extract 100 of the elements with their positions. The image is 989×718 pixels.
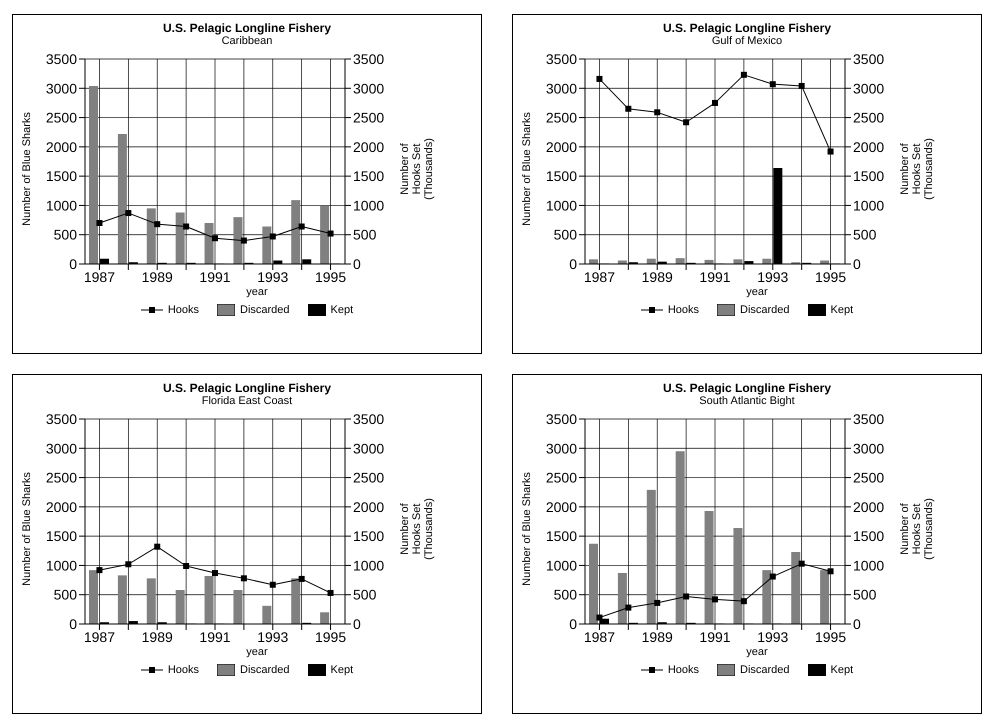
chart-subtitle: South Atlantic Bight [698, 395, 796, 407]
y2-tick-label: 0 [853, 616, 861, 632]
y-tick-label: 0 [569, 616, 578, 632]
bar [204, 576, 214, 624]
x-axis-title: year [745, 286, 769, 298]
x-tick-label: 1991 [699, 268, 731, 285]
legend-label: Discarded [740, 664, 790, 676]
point [712, 596, 718, 602]
x-tick-label: 1995 [314, 628, 346, 645]
bar [676, 258, 685, 264]
y2-tick-label: 1000 [853, 557, 884, 574]
bar [118, 134, 127, 264]
y-tick-label: 2500 [46, 470, 78, 486]
bar [118, 575, 127, 624]
bar [262, 606, 272, 624]
point [798, 560, 805, 567]
y-tick-label: 1000 [546, 557, 578, 574]
point [654, 600, 660, 606]
point [712, 100, 718, 106]
y-tick-label: 3500 [46, 410, 78, 427]
bar [146, 208, 156, 264]
legend-label: Discarded [240, 664, 290, 676]
x-tick-label: 1991 [699, 628, 731, 645]
y2-axis-title: Number of Hooks Set (Thousands) [899, 138, 935, 200]
y2-tick-label: 0 [353, 256, 361, 272]
y2-axis-title: Number of Hooks Set (Thousands) [399, 498, 435, 560]
legend-label: Hooks [168, 304, 199, 316]
bar [762, 258, 772, 264]
point [740, 598, 747, 604]
point [240, 575, 247, 582]
legend-label: Hooks [668, 664, 699, 676]
point [298, 224, 305, 230]
x-tick-label: 1991 [199, 268, 231, 285]
point [96, 567, 102, 574]
point [798, 82, 805, 89]
y-tick-label: 500 [554, 586, 578, 603]
x-tick-label: 1989 [642, 268, 674, 285]
point [125, 210, 132, 216]
x-tick-label: 1993 [257, 268, 289, 285]
point [298, 576, 305, 582]
x-tick-label: 1987 [584, 268, 616, 285]
y2-tick-label: 2000 [353, 138, 384, 155]
y2-tick-label: 500 [853, 226, 877, 243]
point [154, 544, 160, 550]
y2-tick-label: 3500 [853, 50, 884, 67]
x-tick-label: 1989 [642, 628, 674, 645]
legend-label: Kept [830, 664, 854, 676]
bar [733, 528, 742, 624]
chart-title: U.S. Pelagic Longline Fishery [662, 21, 832, 35]
y2-tick-label: 1000 [353, 557, 384, 574]
y2-tick-label: 2500 [853, 110, 884, 126]
point [270, 582, 276, 588]
y2-tick-label: 1500 [853, 528, 884, 544]
x-axis-title: year [745, 646, 769, 658]
chart-title: U.S. Pelagic Longline Fishery [162, 381, 332, 395]
bar [291, 578, 300, 624]
y2-tick-label: 3000 [353, 80, 384, 96]
y2-tick-label: 2000 [853, 498, 884, 515]
y2-tick-label: 500 [353, 586, 377, 603]
x-tick-label: 1995 [814, 628, 846, 645]
y-axis-title: Number of Blue Sharks [21, 472, 33, 586]
point [770, 574, 776, 580]
y-tick-label: 3500 [46, 50, 78, 67]
point [154, 221, 160, 228]
bar [646, 258, 656, 264]
y2-tick-label: 2500 [853, 470, 884, 486]
y2-tick-label: 3500 [353, 50, 384, 67]
chart-title: U.S. Pelagic Longline Fishery [662, 381, 832, 395]
y2-tick-label: 3000 [353, 440, 384, 456]
y-tick-label: 1500 [46, 528, 78, 544]
point [96, 220, 102, 226]
y-tick-label: 1500 [546, 528, 578, 544]
y-tick-label: 1000 [546, 197, 578, 214]
bar [176, 212, 185, 264]
y-tick-label: 2500 [46, 110, 78, 126]
point [212, 570, 218, 576]
y-tick-label: 1000 [46, 557, 78, 574]
bar [676, 451, 685, 624]
bar [262, 226, 272, 264]
legend-label: Kept [330, 304, 354, 316]
point [328, 230, 334, 237]
bar [646, 490, 656, 624]
y2-axis-title: Number of Hooks Set (Thousands) [899, 498, 935, 560]
bar [320, 612, 330, 624]
y-tick-label: 2000 [546, 138, 578, 155]
bar [233, 217, 242, 264]
chart-subtitle: Caribbean [220, 35, 274, 47]
y-tick-label: 500 [54, 226, 78, 243]
y-tick-label: 500 [554, 226, 578, 243]
point [625, 604, 632, 611]
y-tick-label: 2500 [546, 110, 578, 126]
y-tick-label: 1500 [546, 168, 578, 184]
y-tick-label: 3500 [546, 410, 578, 427]
legend-label: Hooks [168, 664, 199, 676]
y2-tick-label: 1000 [353, 197, 384, 214]
y-tick-label: 3500 [546, 50, 578, 67]
x-tick-label: 1995 [314, 268, 346, 285]
legend-label: Kept [330, 664, 354, 676]
y2-tick-label: 0 [353, 616, 361, 632]
y-tick-label: 3000 [46, 80, 78, 96]
